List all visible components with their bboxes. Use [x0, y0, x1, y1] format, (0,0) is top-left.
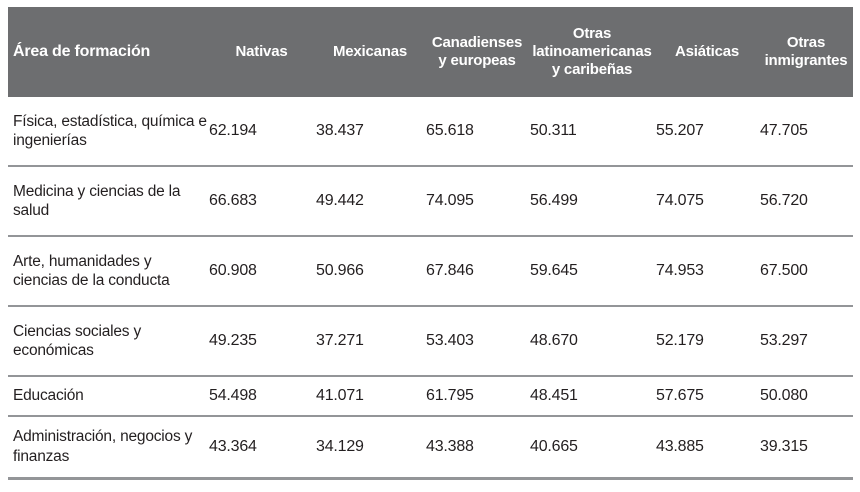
column-header-nativas: Nativas	[208, 7, 315, 97]
column-header-otras-inmigrantes: Otras inmigrantes	[759, 7, 853, 97]
cell-value: 40.665	[530, 437, 578, 455]
column-header-otras-latinoamericanas-y-caribenas: Otras latinoamericanas y caribeñas	[529, 7, 655, 97]
row-label: Física, estadística, química e ingenierí…	[13, 112, 207, 149]
cell-value: 53.297	[760, 332, 808, 349]
formation-area-table-container: Área de formación Nativas Mexicanas Cana…	[8, 7, 853, 480]
row-label: Administración, negocios y finanzas	[13, 428, 193, 465]
cell-value: 37.271	[316, 332, 364, 349]
row-label: Ciencias sociales y económicas	[13, 322, 142, 359]
cell-value: 56.499	[530, 192, 578, 209]
cell-value: 34.129	[316, 437, 364, 455]
cell-value: 50.311	[530, 122, 577, 139]
table-row: Arte, humanidades y ciencias de la condu…	[8, 236, 853, 306]
cell-value: 55.207	[656, 122, 704, 139]
column-header-mexicanas: Mexicanas	[315, 7, 425, 97]
column-header-area-de-formacion: Área de formación	[8, 7, 208, 97]
formation-area-table: Área de formación Nativas Mexicanas Cana…	[8, 7, 853, 480]
table-row: Física, estadística, química e ingenierí…	[8, 97, 853, 166]
cell-value: 57.675	[656, 387, 704, 404]
cell-value: 49.235	[209, 332, 257, 349]
cell-value: 54.498	[209, 387, 257, 404]
cell-value: 50.966	[316, 262, 364, 279]
cell-value: 47.705	[760, 122, 808, 139]
cell-value: 62.194	[209, 122, 257, 139]
cell-value: 49.442	[316, 192, 364, 209]
cell-value: 74.095	[426, 192, 474, 209]
cell-value: 48.670	[530, 332, 578, 349]
table-row: Administración, negocios y finanzas 43.3…	[8, 416, 853, 478]
cell-value: 52.179	[656, 332, 704, 349]
cell-value: 43.388	[426, 437, 474, 455]
table-header: Área de formación Nativas Mexicanas Cana…	[8, 7, 853, 97]
cell-value: 67.500	[760, 262, 808, 279]
table-row: Educación 54.498 41.071 61.795 48.451 57…	[8, 376, 853, 416]
table-row: Ciencias sociales y económicas 49.235 37…	[8, 306, 853, 376]
column-header-asiaticas: Asiáticas	[655, 7, 759, 97]
cell-value: 65.618	[426, 122, 474, 139]
cell-value: 61.795	[426, 387, 474, 404]
table-row: Medicina y ciencias de la salud 66.683 4…	[8, 166, 853, 236]
row-label: Arte, humanidades y ciencias de la condu…	[13, 252, 170, 289]
cell-value: 48.451	[530, 387, 578, 404]
row-label: Educación	[13, 387, 84, 405]
cell-value: 59.645	[530, 262, 578, 279]
cell-value: 60.908	[209, 262, 257, 279]
cell-value: 56.720	[760, 192, 808, 209]
cell-value: 74.075	[656, 192, 704, 209]
row-label: Medicina y ciencias de la salud	[13, 182, 181, 219]
cell-value: 43.885	[656, 437, 704, 455]
table-body: Física, estadística, química e ingenierí…	[8, 97, 853, 478]
cell-value: 39.315	[760, 437, 808, 455]
column-header-canadienses-y-europeas: Canadienses y europeas	[425, 7, 529, 97]
cell-value: 38.437	[316, 122, 364, 139]
cell-value: 50.080	[760, 387, 808, 404]
cell-value: 53.403	[426, 332, 474, 349]
cell-value: 41.071	[316, 387, 364, 404]
cell-value: 74.953	[656, 262, 704, 279]
cell-value: 67.846	[426, 262, 474, 279]
cell-value: 43.364	[209, 437, 257, 455]
cell-value: 66.683	[209, 192, 257, 209]
